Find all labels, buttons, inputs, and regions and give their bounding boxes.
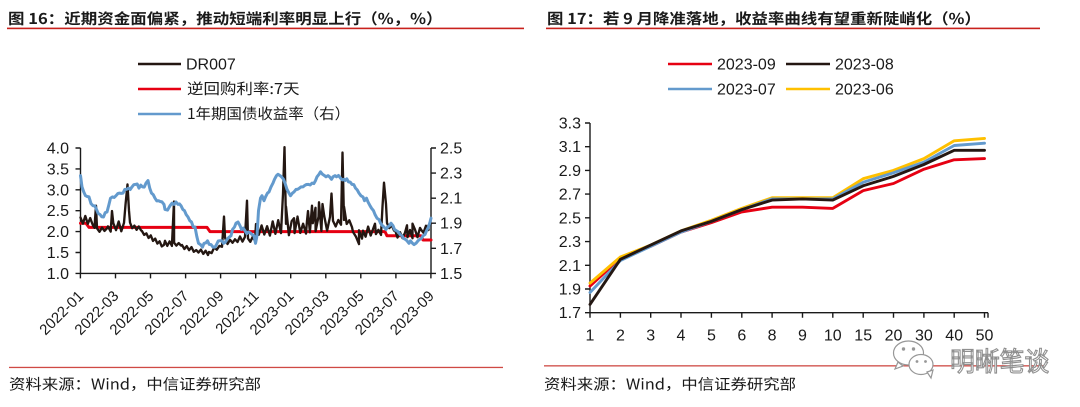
- svg-text:1.7: 1.7: [440, 241, 462, 258]
- svg-text:DR007: DR007: [186, 57, 236, 74]
- svg-text:2.3: 2.3: [440, 166, 462, 183]
- svg-text:15: 15: [854, 328, 872, 345]
- svg-text:2.1: 2.1: [559, 258, 581, 275]
- svg-text:3.1: 3.1: [559, 139, 581, 156]
- svg-text:2.3: 2.3: [559, 234, 581, 251]
- svg-text:2023-06: 2023-06: [835, 82, 894, 99]
- svg-text:2.7: 2.7: [559, 187, 581, 204]
- svg-text:4.0: 4.0: [47, 141, 69, 158]
- svg-text:2: 2: [616, 328, 625, 345]
- svg-text:1.5: 1.5: [47, 245, 69, 262]
- svg-text:3: 3: [646, 328, 655, 345]
- svg-text:2023-08: 2023-08: [835, 57, 894, 74]
- svg-text:1: 1: [586, 328, 595, 345]
- svg-text:2023-09: 2023-09: [717, 57, 776, 74]
- svg-text:6: 6: [737, 328, 746, 345]
- svg-text:20: 20: [885, 328, 903, 345]
- svg-text:2.9: 2.9: [559, 163, 581, 180]
- svg-text:5: 5: [707, 328, 716, 345]
- svg-text:2.0: 2.0: [47, 224, 69, 241]
- svg-text:3.3: 3.3: [559, 116, 581, 133]
- svg-text:1.9: 1.9: [559, 282, 581, 299]
- svg-text:8: 8: [768, 328, 777, 345]
- svg-text:2.1: 2.1: [440, 191, 462, 208]
- svg-text:1.0: 1.0: [47, 266, 69, 283]
- svg-text:2.5: 2.5: [559, 210, 581, 227]
- svg-text:2.5: 2.5: [440, 141, 462, 158]
- svg-text:3.5: 3.5: [47, 161, 69, 178]
- svg-text:1.5: 1.5: [440, 266, 462, 283]
- svg-text:3.0: 3.0: [47, 182, 69, 199]
- svg-text:1.7: 1.7: [559, 305, 581, 322]
- svg-text:2023-07: 2023-07: [717, 82, 776, 99]
- svg-text:4: 4: [677, 328, 686, 345]
- svg-text:9: 9: [798, 328, 807, 345]
- svg-text:40: 40: [945, 328, 963, 345]
- svg-text:1.9: 1.9: [440, 216, 462, 233]
- svg-text:2.5: 2.5: [47, 203, 69, 220]
- svg-text:10: 10: [824, 328, 842, 345]
- svg-text:30: 30: [915, 328, 933, 345]
- svg-text:50: 50: [976, 328, 994, 345]
